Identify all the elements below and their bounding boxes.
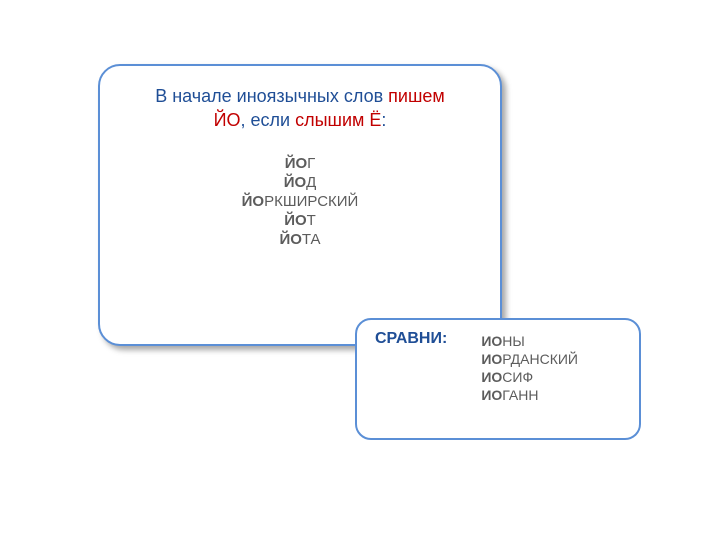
- compare-rest: НЫ: [502, 333, 525, 349]
- compare-item: ИОНЫ: [481, 332, 578, 350]
- rule-sep: , если: [241, 110, 296, 130]
- example-item: ЙОГ: [100, 154, 500, 173]
- example-prefix: ЙО: [284, 174, 306, 191]
- rule-part1: В начале иноязычных слов: [155, 86, 388, 106]
- compare-rest: СИФ: [502, 369, 533, 385]
- example-item: ЙОТА: [100, 230, 500, 249]
- example-item: ЙОРКШИРСКИЙ: [100, 192, 500, 211]
- example-item: ЙОД: [100, 173, 500, 192]
- compare-rest: РДАНСКИЙ: [502, 351, 578, 367]
- rule-card: В начале иноязычных слов пишем ЙО, если …: [98, 64, 502, 346]
- compare-card: СРАВНИ: ИОНЫ ИОРДАНСКИЙ ИОСИФ ИОГАНН: [355, 318, 641, 440]
- compare-prefix: ИО: [481, 387, 502, 403]
- example-rest: Д: [306, 174, 316, 191]
- compare-prefix: ИО: [481, 333, 502, 349]
- example-item: ЙОТ: [100, 211, 500, 230]
- example-rest: Г: [307, 155, 315, 172]
- rule-text: В начале иноязычных слов пишем ЙО, если …: [100, 84, 500, 132]
- rule-slyshim: слышим Ё: [295, 110, 381, 130]
- example-list: ЙОГ ЙОД ЙОРКШИРСКИЙ ЙОТ ЙОТА: [100, 154, 500, 249]
- compare-word-list: ИОНЫ ИОРДАНСКИЙ ИОСИФ ИОГАНН: [481, 332, 578, 404]
- example-prefix: ЙО: [242, 193, 264, 210]
- compare-rest: ГАНН: [502, 387, 538, 403]
- example-rest: РКШИРСКИЙ: [264, 193, 358, 210]
- example-prefix: ЙО: [279, 231, 301, 248]
- example-rest: ТА: [302, 231, 321, 248]
- rule-pishem: пишем: [388, 86, 445, 106]
- example-rest: Т: [307, 212, 316, 229]
- rule-colon: :: [381, 110, 386, 130]
- example-prefix: ЙО: [284, 212, 306, 229]
- example-prefix: ЙО: [285, 155, 307, 172]
- compare-label: СРАВНИ:: [375, 330, 447, 404]
- compare-prefix: ИО: [481, 369, 502, 385]
- compare-item: ИОСИФ: [481, 368, 578, 386]
- rule-yo: ЙО: [214, 110, 241, 130]
- compare-item: ИОРДАНСКИЙ: [481, 350, 578, 368]
- compare-prefix: ИО: [481, 351, 502, 367]
- compare-item: ИОГАНН: [481, 386, 578, 404]
